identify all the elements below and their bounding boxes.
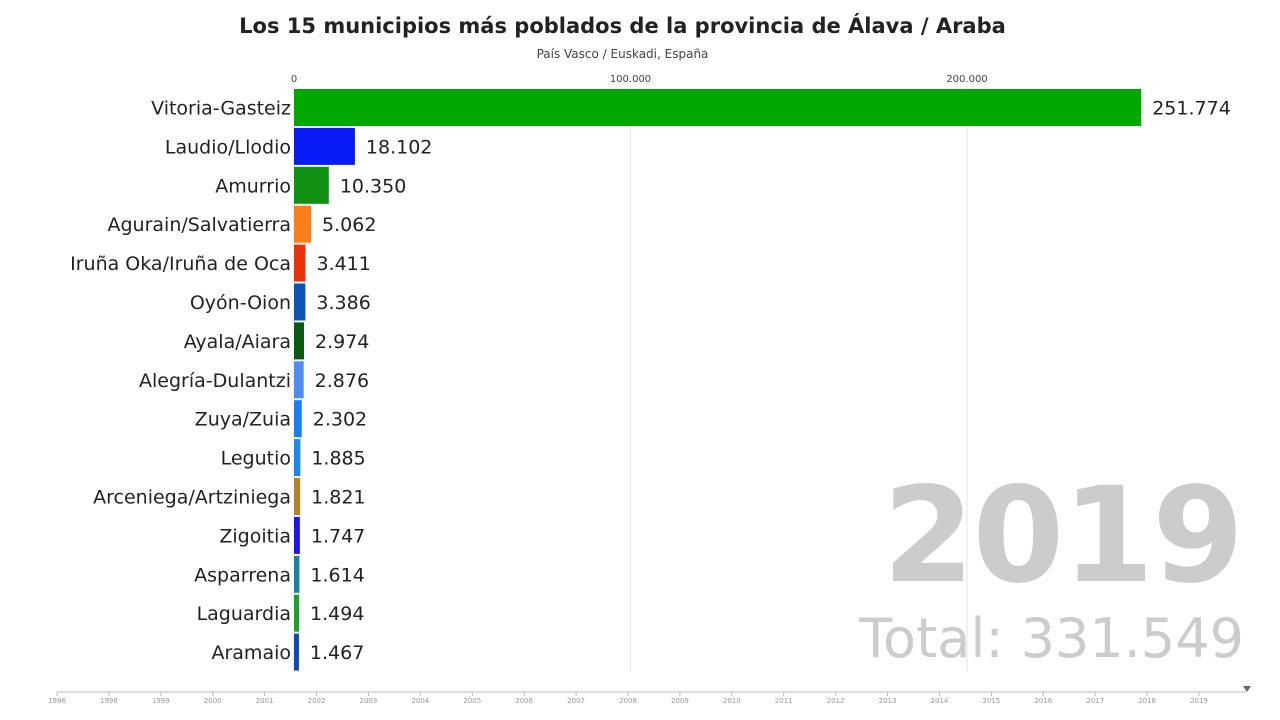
category-label: Zigoitia: [219, 525, 291, 547]
category-label: Laguardia: [197, 603, 291, 625]
value-label: 1.821: [311, 487, 365, 509]
timeline-year-label: 1998: [100, 697, 118, 705]
timeline-year-label: 2009: [671, 697, 689, 705]
timeline-year-label: 2005: [463, 697, 481, 705]
timeline-position-marker[interactable]: [1243, 686, 1251, 692]
value-label: 2.974: [315, 331, 369, 353]
value-label: 1.614: [310, 564, 364, 586]
value-label: 3.386: [316, 292, 370, 314]
bar: [294, 166, 329, 204]
category-label: Agurain/Salvatierra: [108, 214, 292, 236]
value-label: 1.494: [310, 603, 364, 625]
category-label: Alegría-Dulantzi: [139, 370, 291, 392]
bar: [294, 594, 300, 632]
value-label: 3.411: [316, 253, 370, 275]
bar: [294, 205, 312, 243]
category-label: Oyón-Oion: [190, 292, 291, 314]
bar: [294, 478, 301, 515]
bar: [294, 555, 300, 593]
bar: [294, 400, 302, 438]
current-year-label: 2019: [882, 459, 1244, 613]
grid-lines: [293, 86, 968, 672]
value-label: 1.747: [311, 525, 365, 547]
category-label: Legutio: [221, 448, 291, 470]
timeline-year-label: 2008: [619, 697, 637, 705]
category-label: Vitoria-Gasteiz: [151, 98, 291, 120]
value-label: 2.302: [313, 409, 367, 431]
bar: [294, 127, 355, 165]
value-label: 18.102: [366, 136, 432, 158]
x-tick-label: 100.000: [610, 74, 651, 85]
bar: [294, 633, 299, 671]
bar: [294, 439, 301, 477]
timeline-year-label: 2016: [1034, 697, 1052, 705]
x-tick-label: 0: [291, 74, 297, 85]
bar: [294, 516, 300, 554]
category-label: Amurrio: [215, 175, 291, 197]
timeline-year-label: 2013: [879, 697, 897, 705]
value-label: 251.774: [1152, 98, 1231, 120]
timeline-year-label: 1999: [152, 697, 170, 705]
bar: [294, 283, 306, 321]
timeline-year-label: 2001: [256, 697, 274, 705]
x-tick-label: 200.000: [946, 74, 987, 85]
timeline-year-label: 2007: [567, 697, 585, 705]
category-label: Arceniega/Artziniega: [93, 487, 291, 509]
bar: [294, 89, 1142, 126]
timeline-year-label: 2000: [204, 697, 222, 705]
category-label: Iruña Oka/Iruña de Oca: [70, 253, 291, 275]
category-label: Asparrena: [194, 564, 291, 586]
timeline-year-label: 2006: [515, 697, 533, 705]
timeline-year-label: 2019: [1190, 697, 1208, 705]
timeline-year-label: 2004: [411, 697, 429, 705]
total-population-label: Total: 331.549: [859, 607, 1244, 670]
chart-title: Los 15 municipios más poblados de la pro…: [239, 14, 1006, 38]
timeline-year-label: 2014: [931, 697, 949, 705]
category-label: Zuya/Zuia: [195, 409, 291, 431]
category-label: Laudio/Llodio: [165, 136, 291, 158]
value-label: 5.062: [322, 214, 376, 236]
value-label: 1.885: [311, 448, 365, 470]
value-label: 2.876: [315, 370, 369, 392]
chart-subtitle: País Vasco / Euskadi, España: [536, 47, 709, 61]
category-label: Aramaio: [211, 642, 291, 664]
category-label: Ayala/Aiara: [184, 331, 291, 353]
bar: [294, 244, 306, 282]
timeline-year-label: 1996: [48, 697, 66, 705]
timeline-year-label: 2002: [308, 697, 326, 705]
value-label: 10.350: [340, 175, 406, 197]
timeline-year-label: 2017: [1086, 697, 1104, 705]
bar: [294, 361, 304, 399]
timeline-year-label: 2011: [775, 697, 793, 705]
timeline-axis: 1996 1998 1999 2000 2001 2002 2003 2004 2005 2006…: [48, 691, 1246, 705]
timeline-year-label: 2018: [1138, 697, 1156, 705]
timeline-year-label: 2010: [723, 697, 741, 705]
bar: [294, 322, 305, 360]
value-label: 1.467: [310, 642, 364, 664]
timeline-year-label: 2012: [827, 697, 845, 705]
timeline-year-label: 2003: [360, 697, 378, 705]
bars: Vitoria-Gasteiz 251.774 Laudio/Llodio 18.10…: [70, 89, 1231, 671]
timeline-year-label: 2015: [982, 697, 1000, 705]
x-axis-ticks: 0 100.000 200.000: [291, 74, 988, 85]
